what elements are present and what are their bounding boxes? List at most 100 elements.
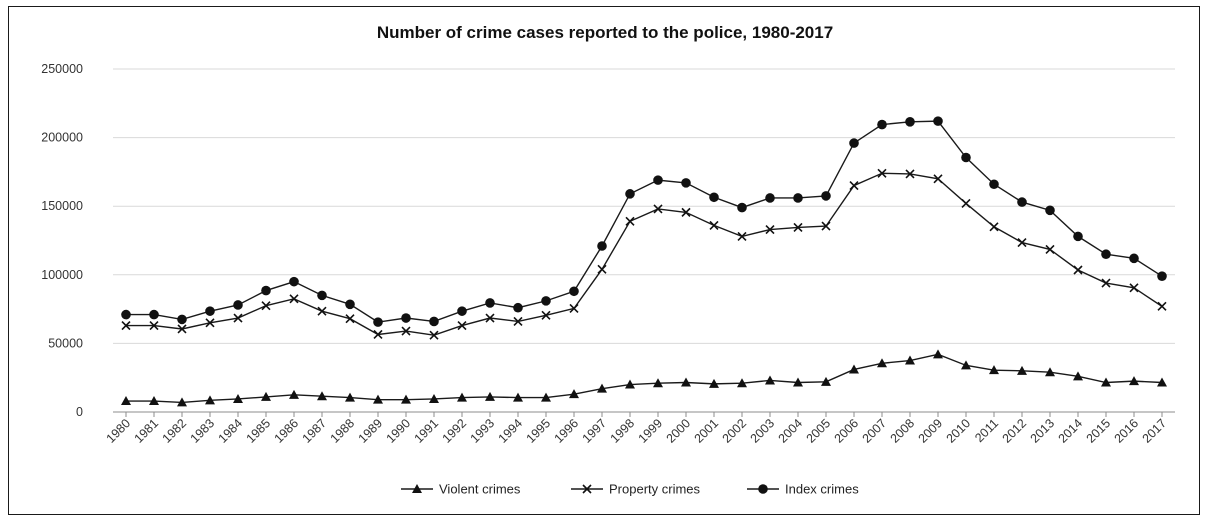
legend-marker <box>758 484 768 494</box>
data-point <box>877 120 887 130</box>
data-point <box>149 310 159 320</box>
y-tick-label: 150000 <box>41 199 83 213</box>
data-point <box>485 298 495 308</box>
data-point <box>513 303 523 313</box>
data-point <box>821 191 831 201</box>
y-tick-label: 50000 <box>48 336 83 350</box>
x-tick-label: 2006 <box>832 416 862 446</box>
data-point <box>626 217 634 225</box>
x-tick-label: 1992 <box>440 416 470 446</box>
data-point <box>710 221 718 229</box>
x-tick-label: 2015 <box>1084 416 1114 446</box>
x-tick-label: 2002 <box>720 416 750 446</box>
data-point <box>905 117 915 127</box>
y-tick-label: 250000 <box>41 62 83 76</box>
series-index-crimes <box>121 116 1167 327</box>
y-axis: 0 50000 100000 150000 200000 250000 <box>41 62 83 419</box>
data-point <box>317 291 327 301</box>
x-tick-label: 2013 <box>1028 416 1058 446</box>
x-tick-label: 2000 <box>664 416 694 446</box>
data-point <box>1074 266 1082 274</box>
x-tick-label: 1988 <box>328 416 358 446</box>
data-point <box>1158 302 1166 310</box>
data-point <box>793 193 803 203</box>
series-group <box>121 116 1167 406</box>
x-tick-label: 2003 <box>748 416 778 446</box>
x-tick-label: 1986 <box>272 416 302 446</box>
data-point <box>598 265 606 273</box>
data-point <box>1101 249 1111 259</box>
x-tick-label: 2017 <box>1140 416 1170 446</box>
chart-title: Number of crime cases reported to the po… <box>377 23 833 42</box>
x-tick-label: 1990 <box>384 416 414 446</box>
data-point <box>1129 254 1139 264</box>
data-point <box>765 375 775 384</box>
legend: Violent crimes Property crimes Index crime… <box>401 482 859 497</box>
legend-item: Property crimes <box>571 482 701 497</box>
data-point <box>1157 271 1167 281</box>
x-tick-label: 1999 <box>636 416 666 446</box>
x-tick-label: 2016 <box>1112 416 1142 446</box>
series-line <box>126 121 1162 322</box>
data-point <box>541 296 551 306</box>
data-point <box>373 317 383 327</box>
x-tick-label: 1994 <box>496 416 526 446</box>
x-tick-label: 1996 <box>552 416 582 446</box>
legend-item: Index crimes <box>747 482 859 497</box>
x-tick-label: 1982 <box>160 416 190 446</box>
legend-label: Violent crimes <box>439 482 521 497</box>
x-axis: 1980198119821983198419851986198719881989… <box>104 412 1170 446</box>
data-point <box>737 203 747 213</box>
x-tick-label: 1991 <box>412 416 442 446</box>
data-point <box>458 322 466 330</box>
x-tick-label: 1980 <box>104 416 134 446</box>
x-tick-label: 1985 <box>244 416 274 446</box>
gridlines <box>113 69 1175 412</box>
x-tick-label: 1989 <box>356 416 386 446</box>
data-point <box>849 138 859 148</box>
data-point <box>1045 206 1055 216</box>
x-tick-label: 1995 <box>524 416 554 446</box>
data-point <box>597 241 607 251</box>
x-tick-label: 2001 <box>692 416 722 446</box>
data-point <box>121 310 131 320</box>
data-point <box>1073 232 1083 242</box>
x-tick-label: 2009 <box>916 416 946 446</box>
line-chart: 050000100000150000200000250000 198019811… <box>9 7 1201 516</box>
data-point <box>346 315 354 323</box>
data-point <box>205 306 215 316</box>
y-tick-label: 0 <box>76 405 83 419</box>
legend-label: Index crimes <box>785 482 859 497</box>
x-tick-label: 1997 <box>580 416 610 446</box>
legend-label: Property crimes <box>609 482 701 497</box>
chart-frame: 0 50000 100000 150000 200000 250000 1980 1981 1… <box>8 6 1200 515</box>
series-line <box>126 173 1162 335</box>
data-point <box>457 306 467 316</box>
data-point <box>625 189 635 199</box>
data-point <box>765 193 775 203</box>
x-tick-label: 2008 <box>888 416 918 446</box>
x-tick-label: 2004 <box>776 416 806 446</box>
series-violent-crimes <box>121 349 1167 406</box>
x-tick-label: 1987 <box>300 416 330 446</box>
data-point <box>961 360 971 369</box>
x-tick-label: 2014 <box>1056 416 1086 446</box>
legend-item: Violent crimes <box>401 482 521 497</box>
data-point <box>990 223 998 231</box>
data-point <box>709 192 719 202</box>
x-tick-label: 1981 <box>132 416 162 446</box>
y-tick-label: 100000 <box>41 268 83 282</box>
y-tick-label: 200000 <box>41 131 83 145</box>
x-tick-label: 1984 <box>216 416 246 446</box>
x-tick-label: 2005 <box>804 416 834 446</box>
x-tick-label: 2007 <box>860 416 890 446</box>
data-point <box>653 175 663 185</box>
data-point <box>933 349 943 358</box>
x-tick-label: 1983 <box>188 416 218 446</box>
data-point <box>1017 197 1027 207</box>
data-point <box>429 317 439 327</box>
x-tick-label: 2011 <box>972 416 1001 445</box>
data-point <box>961 153 971 163</box>
data-point <box>318 307 326 315</box>
x-tick-label: 2012 <box>1000 416 1030 446</box>
